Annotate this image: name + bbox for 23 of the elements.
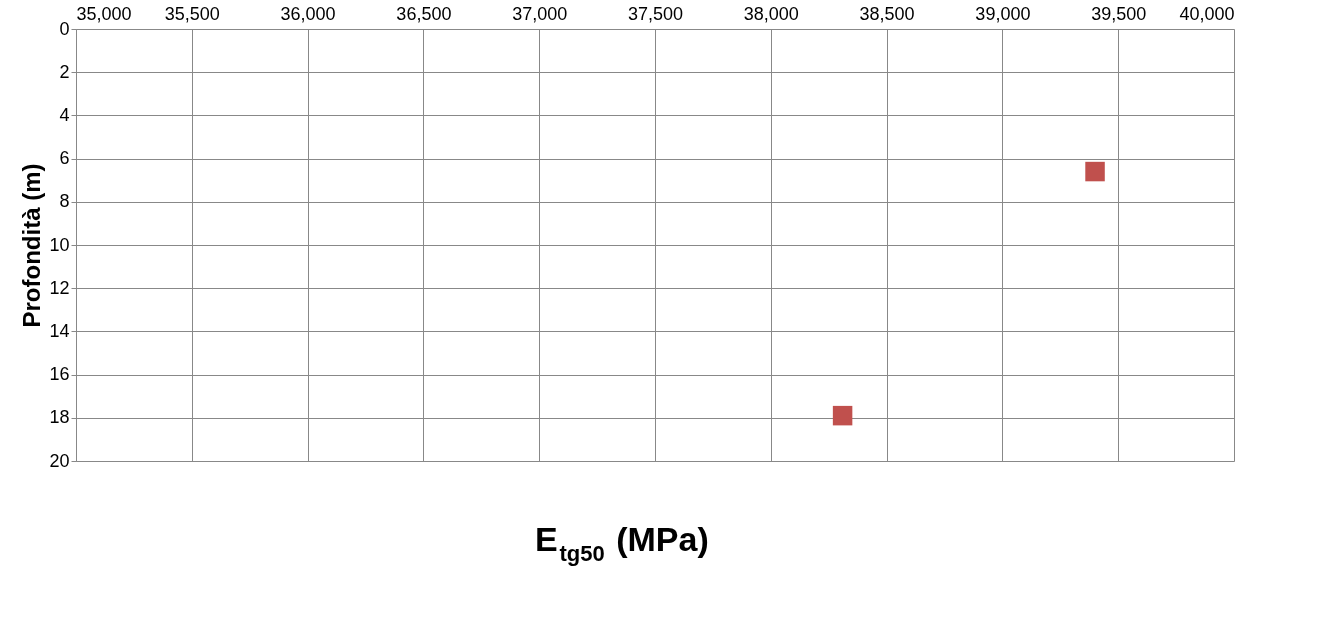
x-tick-label: 39,000 [975,3,1031,24]
y-tick-label: 8 [59,191,70,212]
y-tick-label: 2 [59,61,70,82]
y-tick-label: 16 [49,364,70,385]
y-tick-label: 6 [59,148,70,169]
x-tick-label: 36,000 [280,3,336,24]
y-tick-label: 0 [59,18,70,39]
x-tick-label: 38,000 [743,3,799,24]
y-tick-label: 14 [49,320,70,341]
x-tick-label: 35,000 [76,3,132,24]
x-tick-label: 39,500 [1091,3,1147,24]
x-tick-label: 38,500 [859,3,915,24]
y-axis-title: Profondità (m) [18,163,46,328]
x-tick-label: 36,500 [396,3,452,24]
x-tick-label: 37,000 [512,3,568,24]
y-tick-label: 12 [49,277,70,298]
x-tick-label: 35,500 [164,3,220,24]
x-tick-label: 40,000 [1179,3,1235,24]
y-tick-label: 4 [59,104,70,125]
x-tick-label: 37,500 [627,3,684,24]
y-tick-label: 10 [49,234,70,255]
y-tick-label: 20 [49,450,70,471]
y-tick-label: 18 [49,407,70,428]
